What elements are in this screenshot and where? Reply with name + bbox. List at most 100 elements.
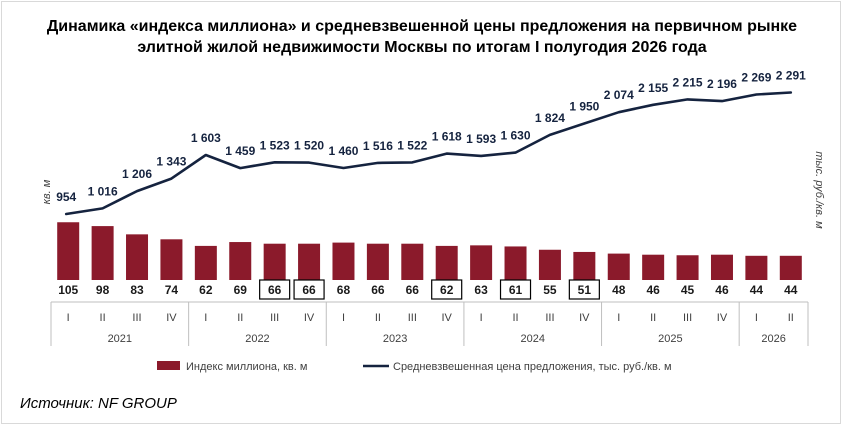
bar-15 xyxy=(538,249,561,280)
x-group-label-2026: 2026 xyxy=(761,333,785,345)
bar-2 xyxy=(91,226,114,280)
line-label-12: 1 618 xyxy=(432,130,462,144)
x-tick-label-18: II xyxy=(650,312,656,324)
line-label-18: 2 155 xyxy=(638,81,668,95)
bar-label-box-16 xyxy=(568,279,600,300)
bar-6 xyxy=(229,242,252,280)
bar-label-3: 83 xyxy=(130,283,144,297)
bar-label-15: 55 xyxy=(543,283,557,297)
bar-label-box-22 xyxy=(775,280,806,299)
bar-20 xyxy=(710,254,733,280)
x-tick-label-4: IV xyxy=(166,312,177,324)
x-tick-label-17: I xyxy=(617,312,620,324)
bar-label-7: 66 xyxy=(268,283,282,297)
legend-bar-swatch xyxy=(157,361,180,370)
bar-label-box-9 xyxy=(328,280,359,299)
x-tick-label-12: IV xyxy=(442,312,453,324)
bar-label-17: 48 xyxy=(612,283,626,297)
bar-12 xyxy=(435,245,458,280)
bar-label-box-21 xyxy=(741,280,772,299)
bar-16 xyxy=(573,251,596,280)
x-tick-label-16: IV xyxy=(579,312,590,324)
bar-13 xyxy=(470,245,493,280)
line-label-10: 1 516 xyxy=(363,139,393,153)
bar-label-box-3 xyxy=(122,280,153,299)
bar-7 xyxy=(263,243,286,280)
bar-label-13: 63 xyxy=(474,283,488,297)
bar-label-1: 105 xyxy=(58,283,78,297)
chart-title-line-2: элитной жилой недвижимости Москвы по ито… xyxy=(137,39,707,56)
x-tick-label-2: II xyxy=(100,312,106,324)
x-group-label-2023: 2023 xyxy=(383,333,407,345)
bar-label-6: 69 xyxy=(234,283,248,297)
x-tick-label-8: IV xyxy=(304,312,315,324)
line-label-15: 1 824 xyxy=(535,111,565,125)
bar-9 xyxy=(332,242,355,280)
line-label-6: 1 459 xyxy=(225,144,255,158)
x-tick-label-21: I xyxy=(755,312,758,324)
bar-label-box-14 xyxy=(499,279,532,300)
bar-4 xyxy=(160,239,183,280)
x-tick-label-9: I xyxy=(342,312,345,324)
bar-label-box-10 xyxy=(362,280,393,299)
bar-label-box-5 xyxy=(190,280,221,299)
x-group-label-2021: 2021 xyxy=(108,333,132,345)
bar-label-22: 44 xyxy=(784,283,798,297)
bar-label-box-13 xyxy=(466,280,497,299)
line-label-17: 2 074 xyxy=(604,88,634,102)
line-label-11: 1 522 xyxy=(397,138,427,152)
bar-8 xyxy=(298,243,321,280)
line-label-22: 2 291 xyxy=(776,68,806,82)
bar-5 xyxy=(194,245,217,280)
x-group-label-2022: 2022 xyxy=(245,333,269,345)
bar-label-16: 51 xyxy=(578,283,592,297)
legend-bar-label: Индекс миллиона, кв. м xyxy=(186,361,307,373)
line-label-7: 1 523 xyxy=(260,138,290,152)
x-tick-label-3: III xyxy=(132,312,141,324)
legend-line-label: Средневзвешенная цена предложения, тыс. … xyxy=(393,361,672,373)
x-group-label-2025: 2025 xyxy=(658,333,682,345)
bar-label-21: 44 xyxy=(750,283,764,297)
y-right-axis-label: тыс. руб./кв. м xyxy=(813,151,825,229)
line-label-5: 1 603 xyxy=(191,131,221,145)
bar-label-9: 68 xyxy=(337,283,351,297)
bar-label-14: 61 xyxy=(509,283,523,297)
bar-label-4: 74 xyxy=(165,283,179,297)
bar-label-box-12 xyxy=(431,279,463,300)
line-label-9: 1 460 xyxy=(328,144,358,158)
bar-label-18: 46 xyxy=(646,283,660,297)
bar-label-box-8 xyxy=(293,279,325,300)
x-tick-label-19: III xyxy=(683,312,692,324)
line-label-20: 2 196 xyxy=(707,77,737,91)
bar-label-box-2 xyxy=(87,280,118,299)
bar-label-box-6 xyxy=(225,280,256,299)
bar-label-11: 66 xyxy=(406,283,420,297)
bar-1 xyxy=(57,222,80,280)
bar-label-box-19 xyxy=(672,280,703,299)
bar-11 xyxy=(401,243,424,280)
x-tick-label-5: I xyxy=(204,312,207,324)
x-tick-label-15: III xyxy=(545,312,554,324)
bar-label-box-7 xyxy=(259,279,291,300)
bar-label-10: 66 xyxy=(371,283,385,297)
price-line xyxy=(64,91,793,216)
bar-label-box-15 xyxy=(534,280,565,299)
chart-title: Динамика «индекса миллиона» и средневзве… xyxy=(10,16,834,58)
line-label-1: 954 xyxy=(56,190,76,204)
x-tick-label-20: IV xyxy=(717,312,728,324)
x-tick-label-6: II xyxy=(237,312,243,324)
line-label-19: 2 215 xyxy=(673,75,703,89)
bar-label-box-20 xyxy=(706,280,737,299)
x-group-label-2024: 2024 xyxy=(520,333,544,345)
line-label-21: 2 269 xyxy=(741,70,771,84)
bar-label-box-11 xyxy=(397,280,428,299)
x-tick-label-7: III xyxy=(270,312,279,324)
x-tick-label-11: III xyxy=(408,312,417,324)
line-label-14: 1 630 xyxy=(501,129,531,143)
line-label-3: 1 206 xyxy=(122,167,152,181)
bar-10 xyxy=(366,243,389,280)
bar-label-box-4 xyxy=(156,280,187,299)
bar-label-box-17 xyxy=(603,280,634,299)
